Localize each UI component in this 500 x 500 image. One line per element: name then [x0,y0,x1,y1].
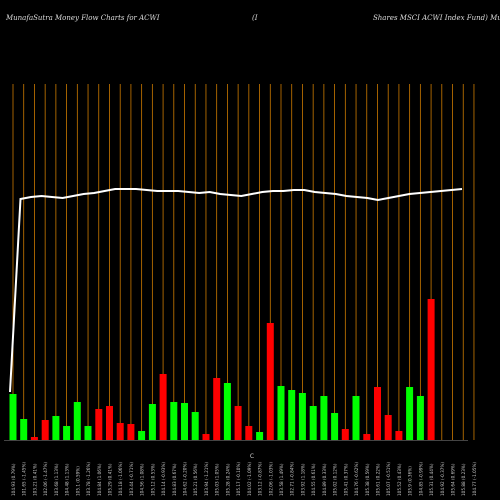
x-tick-label: 104.55 (0.61%) [311,463,316,496]
money-flow-bar [181,403,188,440]
x-tick-label: 104.92 (-0.37%) [440,462,445,496]
x-tick-label: 102.71 (-0.84%) [290,462,295,496]
x-tick-label: 104.62 (-0.20%) [183,462,188,496]
money-flow-bar [374,387,381,440]
x-tick-label: 104.83 (0.67%) [172,463,177,496]
money-flow-bar [159,374,167,440]
money-flow-bar [30,437,38,440]
x-tick-label: 104.48 (1.13%) [65,463,70,496]
x-tick-label: 103.58 (1.49%) [279,463,284,496]
x-tick-label: 103.21 (0.41%) [32,463,37,496]
money-flow-bar [309,406,317,440]
money-flow-bar [427,299,435,440]
x-tick-label: 101.65 (-1.45%) [22,462,27,496]
x-tick-label: 105.64 (0.69%) [451,463,456,496]
x-tick-label: 104.84 (1.06%) [97,463,102,496]
center-marker: C [250,453,254,460]
money-flow-bar [320,396,328,440]
money-flow-bar [288,390,296,440]
money-flow-bar [20,419,28,440]
x-tick-label: 105.1 (0.59%) [75,466,80,496]
money-flow-bar [116,423,124,440]
x-tick-label: 102.06 (-1.47%) [43,462,48,496]
x-tick-label: 105.38 (0.59%) [365,463,370,496]
money-flow-bar [245,426,253,440]
money-flow-bar [266,323,274,440]
x-tick-label: 103.94 (-1.21%) [204,462,209,496]
x-tick-label: 105.88 (0.23%) [461,463,466,496]
money-flow-bar [95,409,103,440]
money-flow-bar [395,431,403,440]
money-flow-bar [277,386,285,440]
x-tick-label: 103.92 (1.18%) [300,463,305,496]
x-tick-label: 104.93 (0.79%) [11,463,16,496]
x-tick-label: 104.56 (1.08%) [140,463,145,496]
x-tick-label: 105.07 (-0.51%) [386,462,391,496]
x-tick-label: 105.21 (0.56%) [193,463,198,496]
x-tick-label: 104.18 (-1.06%) [118,462,123,496]
money-flow-bar [63,426,71,440]
x-tick-label: 103.68 (1.13%) [54,463,59,496]
x-tick-label: 103.44 (-0.71%) [129,462,134,496]
money-flow-bar [127,424,135,440]
x-tick-label: 105.61 (0.22%) [375,463,380,496]
price-line [9,188,463,393]
x-tick-label: 104.02 (-1.09%) [247,462,252,496]
money-flow-bar [384,415,392,440]
money-flow-bar [406,387,414,440]
x-tick-label: 105.52 (0.43%) [397,463,402,496]
x-tick-label: 105.03 (1.05%) [215,463,220,496]
money-flow-bar [223,383,231,440]
money-flow-bar [148,404,156,440]
money-flow-bar [298,393,306,440]
money-flow-bar [363,434,371,440]
chart-title: MunafaSutra Money Flow Charts for ACWI [6,14,160,22]
x-tick-label: 105.29 (0.41%) [107,463,112,496]
money-flow-bar [213,378,221,440]
x-tick-label: 104.77 (-1.05%) [472,462,477,496]
money-flow-bar [73,402,81,440]
money-flow-bar [416,396,424,440]
money-flow-bar [106,406,113,440]
money-flow-bar [352,396,360,440]
x-tick-label: 105.17 (-0.10%) [236,462,241,496]
money-flow-bar [84,426,92,440]
x-tick-label: 105.28 (0.24%) [225,463,230,496]
chart-title-paren: (I [252,14,258,22]
money-flow-bar [52,416,60,440]
chart-title-fund: Shares MSCI ACWI Index Fund) Mun [373,14,500,22]
money-flow-bar [170,402,178,440]
x-tick-label: 105.31 (0.44%) [429,463,434,496]
money-flow-bar [234,406,242,440]
x-tick-label: 105.41 (0.37%) [343,463,348,496]
money-flow-bar [341,429,349,440]
money-flow-bar [41,420,49,440]
x-tick-label: 104.76 (-0.62%) [354,462,359,496]
money-flow-bar [138,431,146,440]
x-tick-label: 105.02 (0.12%) [333,463,338,496]
money-flow-bar [191,412,199,440]
money-flow-bar [202,434,210,440]
x-tick-label: 105.9 (0.36%) [408,466,413,496]
money-flow-bar [9,394,17,440]
money-flow-bar [331,413,339,440]
x-tick-label: 104.85 (-0.99%) [418,462,423,496]
x-tick-label: 102.06 (-1.03%) [268,462,273,496]
x-tick-label: 103.12 (-0.87%) [258,462,263,496]
x-tick-label: 103.78 (-1.26%) [86,462,91,496]
x-tick-label: 104.89 (0.33%) [322,463,327,496]
x-tick-label: 104.14 (-0.93%) [161,462,166,496]
x-tick-label: 105.12 (0.53%) [150,463,155,496]
money-flow-bar [256,432,264,440]
